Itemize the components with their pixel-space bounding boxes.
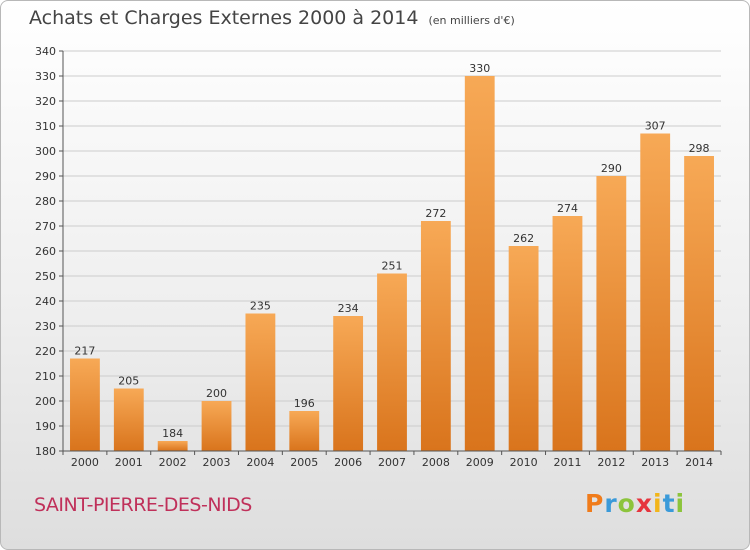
logo-letter: t <box>662 489 676 518</box>
x-tick-label-2009: 2009 <box>466 456 494 469</box>
x-tick-label-2005: 2005 <box>290 456 318 469</box>
x-tick-label-2002: 2002 <box>159 456 187 469</box>
bar-2005 <box>289 411 320 451</box>
chart-title: Achats et Charges Externes 2000 à 2014 (e… <box>29 7 515 29</box>
data-label-2006: 234 <box>338 302 359 315</box>
logo-letter: P <box>585 489 605 518</box>
data-label-2009: 330 <box>469 62 490 75</box>
y-tick-label: 290 <box>35 170 56 183</box>
logo-letter: i <box>653 489 663 518</box>
bar-2008 <box>420 221 451 451</box>
bar-2012 <box>596 176 627 451</box>
bar-2013 <box>640 133 671 451</box>
x-tick-label-2006: 2006 <box>334 456 362 469</box>
y-tick-label: 280 <box>35 195 56 208</box>
logo-letter: r <box>604 489 618 518</box>
chart-title-text: Achats et Charges Externes 2000 à 2014 <box>29 7 419 29</box>
bar-2007 <box>377 273 407 451</box>
y-tick-label: 310 <box>35 120 56 133</box>
x-tick-label-2010: 2010 <box>510 456 538 469</box>
data-label-2003: 200 <box>206 387 227 400</box>
data-label-2012: 290 <box>601 162 622 175</box>
bar-2011 <box>552 216 583 451</box>
data-label-2004: 235 <box>250 300 271 313</box>
commune-name: SAINT-PIERRE-DES-NIDS <box>34 494 252 516</box>
y-axis: 180 190 200 210 220 230 240 250 260 270 280 290 300 3… <box>35 45 64 458</box>
y-tick-label: 200 <box>35 395 56 408</box>
logo-letter: i <box>675 489 686 518</box>
data-label-2013: 307 <box>645 120 666 133</box>
y-tick-label: 330 <box>35 70 56 83</box>
y-tick-label: 240 <box>35 295 56 308</box>
y-tick-label: 180 <box>35 445 56 458</box>
x-axis: 2000 2001 2002 2003 2004 2005 2006 2007 2008 2009… <box>62 450 722 469</box>
data-label-2014: 298 <box>689 142 710 155</box>
x-tick-label-2003: 2003 <box>203 456 231 469</box>
bar-2003 <box>201 401 232 451</box>
bars <box>70 76 714 451</box>
chart-unit: (en milliers d'€) <box>428 14 515 27</box>
data-labels: 217 205 184 200 235 196 234 251 272 330 262 274 290 3… <box>74 62 709 440</box>
y-tick-label: 220 <box>35 345 56 358</box>
data-label-2011: 274 <box>557 202 578 215</box>
bar-2004 <box>245 313 276 451</box>
x-tick-label-2004: 2004 <box>246 456 274 469</box>
data-label-2001: 205 <box>118 375 139 388</box>
y-tick-label: 260 <box>35 245 56 258</box>
bar-2001 <box>113 388 144 451</box>
bar-2009 <box>464 76 495 451</box>
y-tick-label: 270 <box>35 220 56 233</box>
data-label-2000: 217 <box>74 345 95 358</box>
data-label-2008: 272 <box>425 207 446 220</box>
y-tick-label: 320 <box>35 95 56 108</box>
x-tick-label-2011: 2011 <box>553 456 581 469</box>
data-label-2010: 262 <box>513 232 534 245</box>
logo-letter: x <box>635 489 653 518</box>
x-tick-label-2012: 2012 <box>597 456 625 469</box>
y-tick-label: 230 <box>35 320 56 333</box>
x-tick-label-2008: 2008 <box>422 456 450 469</box>
bar-2002 <box>157 441 188 451</box>
logo-letter: o <box>617 489 636 518</box>
proxiti-logo[interactable]: Proxiti <box>585 489 685 518</box>
x-tick-label-2001: 2001 <box>115 456 143 469</box>
x-tick-label-2013: 2013 <box>641 456 669 469</box>
y-tick-label: 340 <box>35 45 56 58</box>
data-label-2002: 184 <box>162 427 183 440</box>
bar-2010 <box>508 246 539 451</box>
y-tick-label: 210 <box>35 370 56 383</box>
y-tick-label: 300 <box>35 145 56 158</box>
y-tick-label: 250 <box>35 270 56 283</box>
bar-2000 <box>70 358 100 451</box>
x-tick-label-2000: 2000 <box>71 456 99 469</box>
data-label-2005: 196 <box>294 397 315 410</box>
x-tick-label-2014: 2014 <box>685 456 713 469</box>
bar-2006 <box>333 316 364 451</box>
bar-2014 <box>684 156 714 451</box>
x-tick-label-2007: 2007 <box>378 456 406 469</box>
data-label-2007: 251 <box>382 260 403 273</box>
y-tick-label: 190 <box>35 420 56 433</box>
